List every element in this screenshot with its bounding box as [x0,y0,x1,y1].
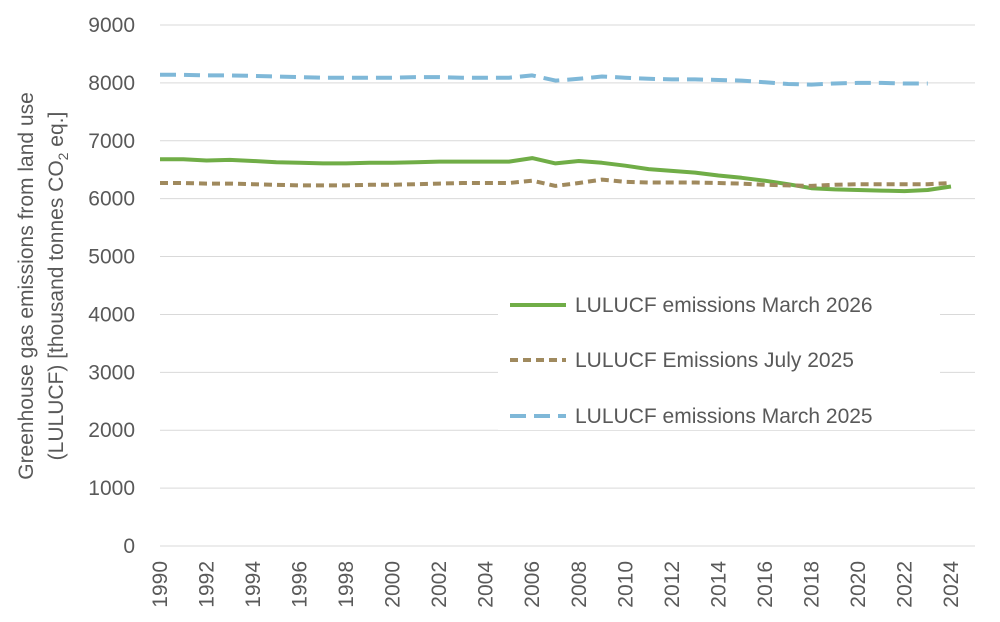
x-tick-label: 2024 [940,561,963,608]
x-tick-label: 2004 [475,561,498,608]
x-tick-label: 1990 [149,561,172,608]
y-axis-title-line2: (LULUCF) [thousand tonnes CO2 eq.] [45,112,71,461]
legend-background [498,282,940,430]
x-tick-label: 2012 [661,561,684,608]
x-tick-label: 2000 [382,561,405,608]
y-tick-label: 8000 [88,72,135,95]
y-tick-label: 6000 [88,188,135,211]
y-axis-title: Greenhouse gas emissions from land use [15,92,38,480]
y-axis-title-2: (LULUCF) [thousand tonnes CO2 eq.] [45,112,71,461]
series-line-3 [160,72,928,87]
x-tick-label: 2016 [754,561,777,608]
y-tick-label: 3000 [88,361,135,384]
y-tick-label: 5000 [88,246,135,269]
y-tick-label: 2000 [88,419,135,442]
y-axis-ticks: 0 1000 2000 3000 4000 5000 6000 7000 8000 9000 [88,14,135,558]
y-tick-label: 7000 [88,130,135,153]
y-tick-label: 4000 [88,303,135,326]
x-tick-label: 1992 [196,561,219,608]
x-tick-label: 2002 [428,561,451,608]
x-tick-label: 1998 [335,561,358,608]
y-tick-label: 1000 [88,477,135,500]
x-tick-label: 2006 [521,561,544,608]
legend-label-1: LULUCF emissions March 2026 [575,294,873,317]
y-axis-title-post: eq.] [45,112,68,153]
series-line-1 [160,156,952,194]
y-axis-title-pre: (LULUCF) [thousand tonnes CO [45,160,68,460]
series-lines [160,72,952,194]
x-axis-ticks: 1990 1992 1994 1996 1998 2000 2002 2004 2006 2008… [149,561,963,608]
series-line-2 [160,177,952,188]
x-tick-label: 2008 [568,561,591,608]
x-tick-label: 2010 [614,561,637,608]
legend-label-2: LULUCF Emissions July 2025 [575,349,854,372]
y-axis-title-subscript: 2 [55,152,71,160]
x-tick-label: 2018 [800,561,823,608]
legend-label-3: LULUCF emissions March 2025 [575,405,873,428]
legend: LULUCF emissions March 2026 LULUCF Emissi… [498,282,940,430]
x-tick-label: 2022 [893,561,916,608]
x-tick-label: 1996 [289,561,312,608]
x-tick-label: 2020 [847,561,870,608]
x-tick-label: 1994 [242,561,265,608]
x-tick-label: 2014 [707,561,730,608]
y-tick-label: 9000 [88,14,135,37]
y-tick-label: 0 [123,535,135,558]
y-axis-title-line1: Greenhouse gas emissions from land use [15,92,38,480]
